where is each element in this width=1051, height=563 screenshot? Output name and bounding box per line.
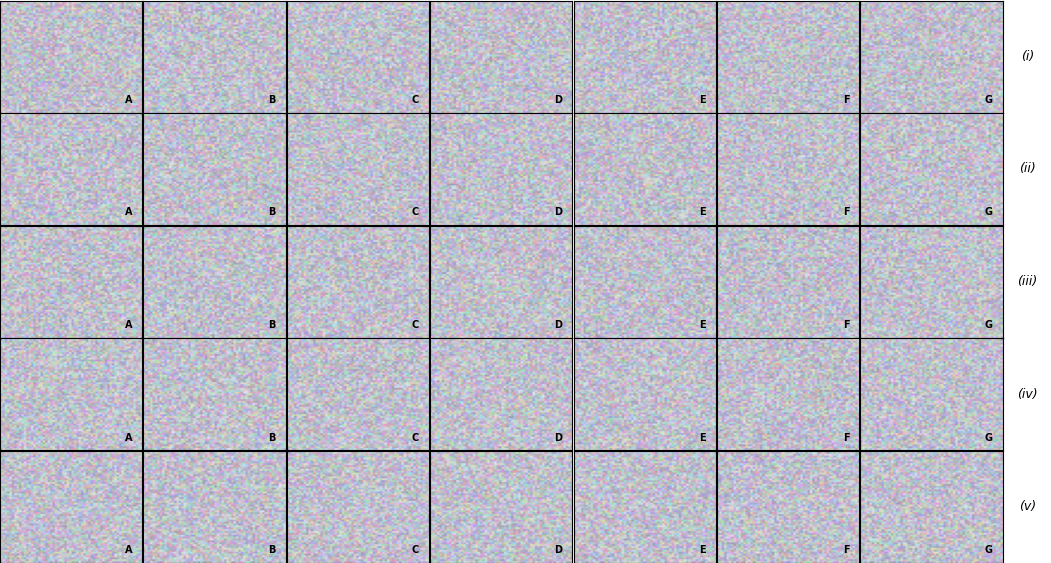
Text: (v): (v) <box>1018 500 1036 513</box>
Text: (iv): (iv) <box>1017 387 1037 401</box>
Text: G: G <box>985 545 993 555</box>
Text: G: G <box>985 320 993 330</box>
Text: E: E <box>699 207 706 217</box>
Text: E: E <box>699 320 706 330</box>
Text: (i): (i) <box>1021 50 1034 63</box>
Text: F: F <box>843 95 849 105</box>
Text: D: D <box>555 207 562 217</box>
Text: C: C <box>412 95 419 105</box>
Text: B: B <box>268 95 275 105</box>
Text: D: D <box>555 320 562 330</box>
Text: G: G <box>985 207 993 217</box>
Text: B: B <box>268 207 275 217</box>
Text: E: E <box>699 545 706 555</box>
Text: C: C <box>412 207 419 217</box>
Text: F: F <box>843 432 849 443</box>
Text: C: C <box>412 432 419 443</box>
Text: E: E <box>699 432 706 443</box>
Text: C: C <box>412 320 419 330</box>
Text: (iii): (iii) <box>1017 275 1037 288</box>
Text: B: B <box>268 432 275 443</box>
Text: F: F <box>843 207 849 217</box>
Text: D: D <box>555 95 562 105</box>
Text: A: A <box>125 95 132 105</box>
Text: A: A <box>125 320 132 330</box>
Text: F: F <box>843 545 849 555</box>
Text: F: F <box>843 320 849 330</box>
Text: C: C <box>412 545 419 555</box>
Text: A: A <box>125 432 132 443</box>
Text: G: G <box>985 95 993 105</box>
Text: D: D <box>555 432 562 443</box>
Text: B: B <box>268 320 275 330</box>
Text: D: D <box>555 545 562 555</box>
Text: A: A <box>125 545 132 555</box>
Text: B: B <box>268 545 275 555</box>
Text: G: G <box>985 432 993 443</box>
Text: (ii): (ii) <box>1019 162 1035 176</box>
Text: E: E <box>699 95 706 105</box>
Text: A: A <box>125 207 132 217</box>
